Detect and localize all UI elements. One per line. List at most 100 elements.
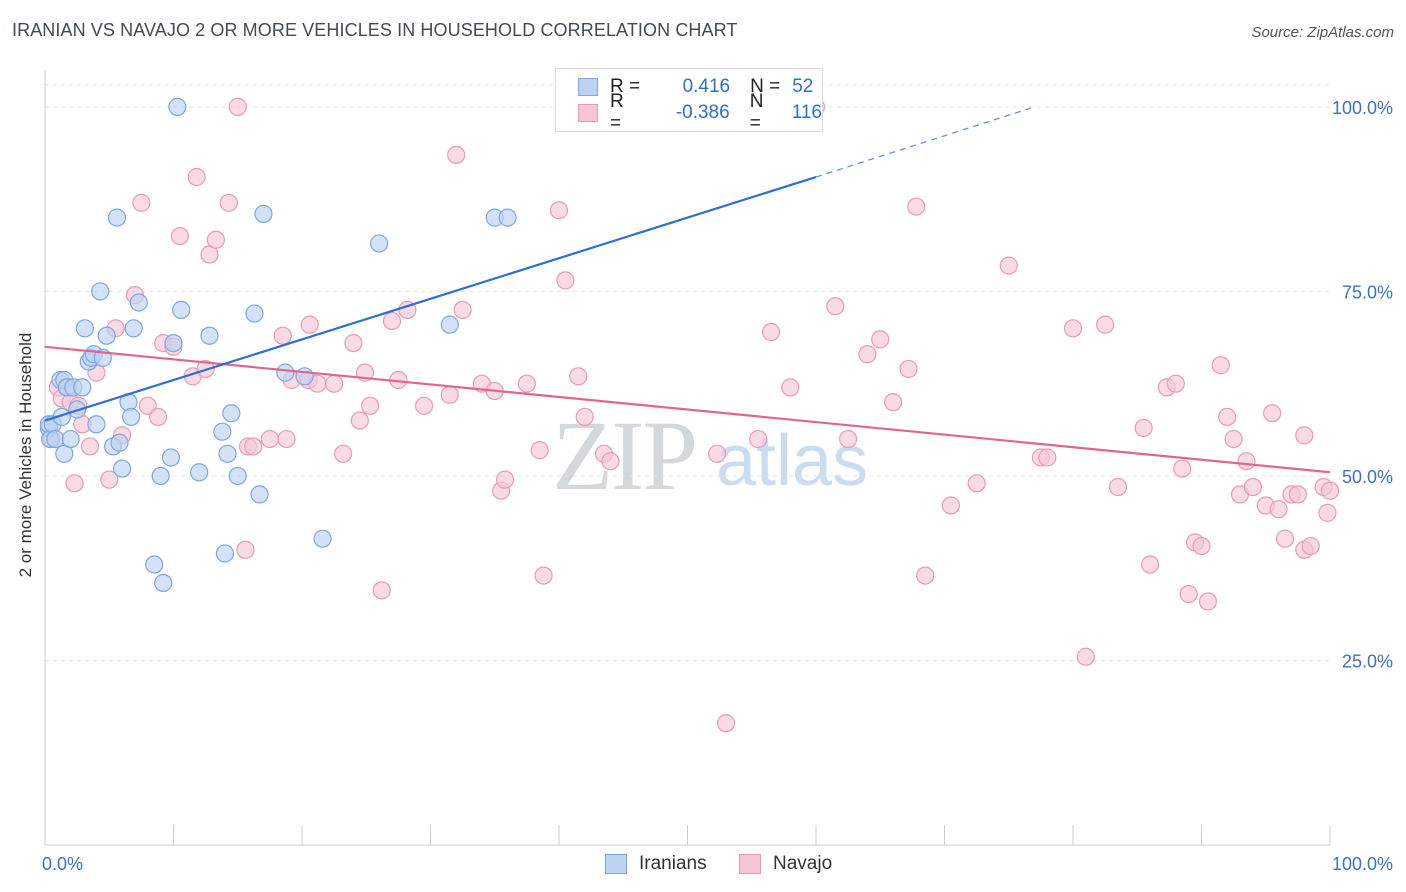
iranians-point xyxy=(123,408,140,425)
y-tick-label: 75.0% xyxy=(1342,282,1393,302)
navajo-point xyxy=(1296,427,1313,444)
iranians-point xyxy=(76,320,93,337)
navajo-point xyxy=(351,412,368,429)
navajo-point xyxy=(518,375,535,392)
iranians-point xyxy=(130,294,147,311)
navajo-point xyxy=(1244,479,1261,496)
navajo-point xyxy=(763,324,780,341)
r-label: R = xyxy=(610,91,640,135)
iranians-point xyxy=(111,434,128,451)
navajo-point xyxy=(497,471,514,488)
navajo-point xyxy=(66,475,83,492)
navajo-point xyxy=(908,198,925,215)
navajo-point xyxy=(1000,257,1017,274)
navajo-point xyxy=(1039,449,1056,466)
navajo-point xyxy=(335,445,352,462)
navajo-point xyxy=(1174,460,1191,477)
navajo-point xyxy=(150,408,167,425)
navajo-point xyxy=(1193,538,1210,555)
iranians-point xyxy=(155,574,172,591)
navajo-point xyxy=(1097,316,1114,333)
navajo-point xyxy=(362,397,379,414)
navajo-point xyxy=(133,194,150,211)
r-value: -0.386 xyxy=(646,102,730,124)
navajo-point xyxy=(1225,431,1242,448)
navajo-point xyxy=(373,582,390,599)
navajo-point xyxy=(278,431,295,448)
n-value: 52 xyxy=(792,76,813,98)
iranians-trendline-extension xyxy=(816,107,1034,177)
navajo-point xyxy=(326,375,343,392)
navajo-point xyxy=(1238,453,1255,470)
n-label: N = xyxy=(750,91,780,135)
iranians-point xyxy=(165,335,182,352)
navajo-point xyxy=(750,431,767,448)
navajo-point xyxy=(245,438,262,455)
r-value: 0.416 xyxy=(646,76,730,98)
navajo-point xyxy=(1270,501,1287,518)
iranians-point xyxy=(162,449,179,466)
navajo-point xyxy=(1319,504,1336,521)
navajo-point xyxy=(274,327,291,344)
navajo-point xyxy=(570,368,587,385)
iranians-point xyxy=(92,283,109,300)
x-tick-label-min: 0.0% xyxy=(42,854,83,874)
navajo-point xyxy=(188,169,205,186)
navajo-point xyxy=(840,431,857,448)
navajo-point xyxy=(531,442,548,459)
iranians-point xyxy=(371,235,388,252)
navajo-point xyxy=(220,194,237,211)
navajo-point xyxy=(1077,648,1094,665)
legend-row-navajo: R = -0.386 N = 116 xyxy=(578,102,822,124)
iranians-point xyxy=(74,379,91,396)
navajo-point xyxy=(1109,479,1126,496)
iranians-point xyxy=(314,530,331,547)
navajo-point xyxy=(1135,419,1152,436)
navajo-legend-label: Navajo xyxy=(773,853,832,875)
iranians-point xyxy=(108,209,125,226)
iranians-point xyxy=(146,556,163,573)
navajo-point xyxy=(709,445,726,462)
navajo-point xyxy=(448,146,465,163)
iranians-point xyxy=(251,486,268,503)
iranians-point xyxy=(441,316,458,333)
navajo-point xyxy=(1322,482,1339,499)
navajo-point xyxy=(602,453,619,470)
iranians-point xyxy=(169,98,186,115)
iranians-point xyxy=(125,320,142,337)
navajo-point xyxy=(1212,357,1229,374)
navajo-point xyxy=(207,231,224,248)
navajo-point xyxy=(1302,538,1319,555)
navajo-point xyxy=(1264,405,1281,422)
navajo-point xyxy=(229,98,246,115)
navajo-point xyxy=(1219,408,1236,425)
navajo-point xyxy=(1065,320,1082,337)
iranians-point xyxy=(191,464,208,481)
navajo-point xyxy=(535,567,552,584)
navajo-point xyxy=(345,335,362,352)
iranians-point xyxy=(296,368,313,385)
bottom-legend-iranians: Iranians xyxy=(605,853,707,875)
navajo-point xyxy=(557,272,574,289)
navajo-point xyxy=(416,397,433,414)
iranians-point xyxy=(173,301,190,318)
navajo-point xyxy=(1180,586,1197,603)
y-tick-label: 25.0% xyxy=(1342,651,1393,671)
navajo-point xyxy=(968,475,985,492)
y-tick-label: 100.0% xyxy=(1332,98,1393,118)
navajo-point xyxy=(900,360,917,377)
navajo-point xyxy=(551,202,568,219)
navajo-point xyxy=(1289,486,1306,503)
navajo-point xyxy=(782,379,799,396)
n-value: 116 xyxy=(792,102,822,124)
navajo-point xyxy=(261,431,278,448)
y-tick-label: 50.0% xyxy=(1342,467,1393,487)
iranians-point xyxy=(499,209,516,226)
iranians-legend-label: Iranians xyxy=(639,853,707,875)
iranians-point xyxy=(255,205,272,222)
navajo-point xyxy=(576,408,593,425)
iranians-point xyxy=(98,327,115,344)
iranians-point xyxy=(47,431,64,448)
navajo-point xyxy=(237,541,254,558)
bottom-legend-navajo: Navajo xyxy=(739,853,832,875)
